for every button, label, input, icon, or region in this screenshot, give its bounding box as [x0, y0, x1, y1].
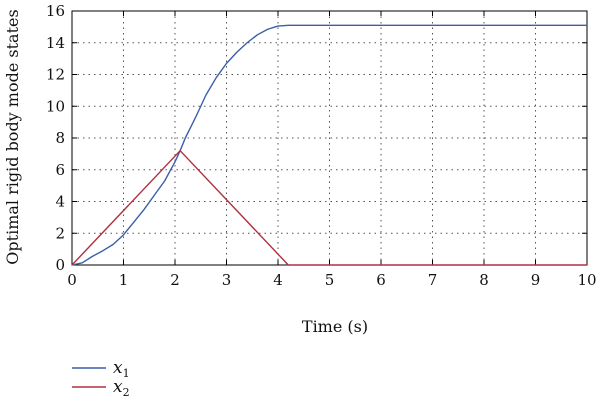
grid-lines	[72, 11, 587, 265]
y-tick-label: 0	[55, 256, 65, 274]
x-tick-label: 2	[170, 271, 180, 289]
x-tick-label: 10	[577, 271, 596, 289]
y-tick-label: 12	[46, 66, 65, 84]
y-tick-label: 14	[46, 34, 65, 52]
series-layer	[71, 24, 587, 266]
series-line-2	[71, 149, 587, 266]
legend-subscript-2: 2	[123, 386, 130, 399]
legend-subscript-1: 1	[123, 367, 130, 380]
x-tick-label: 0	[67, 271, 77, 289]
x-tick-label: 8	[479, 271, 489, 289]
tick-marks	[71, 10, 588, 266]
x-tick-label: 1	[119, 271, 129, 289]
y-tick-label: 8	[55, 129, 65, 147]
x-tick-label: 6	[376, 271, 386, 289]
y-tick-label: 4	[55, 193, 65, 211]
x-tick-label: 7	[428, 271, 438, 289]
y-axis-label: Optimal rigid body mode states	[3, 9, 22, 264]
y-tick-labels: 0 2 4 6 8 10 12 14 16	[46, 2, 65, 274]
x-tick-labels: 0 1 2 3 4 5 6 7 8 9 10	[67, 271, 596, 289]
y-tick-label: 2	[55, 224, 65, 242]
y-tick-label: 10	[46, 97, 65, 115]
y-tick-label: 6	[55, 161, 65, 179]
x-tick-label: 3	[222, 271, 232, 289]
x-tick-label: 9	[531, 271, 541, 289]
x-tick-label: 5	[325, 271, 335, 289]
y-tick-label: 16	[46, 2, 65, 20]
x-axis-label: Time (s)	[302, 317, 368, 336]
x-tick-label: 4	[273, 271, 283, 289]
legend-label-2: x2	[113, 377, 130, 399]
series-line-1	[71, 24, 587, 266]
